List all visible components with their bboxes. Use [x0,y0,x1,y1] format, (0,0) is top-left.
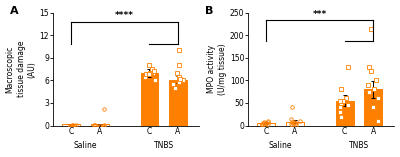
Bar [91,124,108,125]
Text: A: A [10,6,18,16]
Text: ****: **** [115,11,134,20]
Bar [169,80,187,125]
Text: TNBS: TNBS [154,141,174,150]
Bar [140,73,158,125]
Y-axis label: Macroscopic
tissue damage
(AU): Macroscopic tissue damage (AU) [6,41,37,97]
Bar [62,124,80,125]
Bar [364,89,382,125]
Text: TNBS: TNBS [349,141,369,150]
Text: Saline: Saline [269,141,292,150]
Text: Saline: Saline [74,141,97,150]
Text: ***: *** [312,10,327,19]
Bar [257,123,275,125]
Y-axis label: MPO activity
(U/mg tissue): MPO activity (U/mg tissue) [207,43,227,95]
Bar [336,101,354,125]
Text: B: B [205,6,213,16]
Bar [286,122,304,125]
